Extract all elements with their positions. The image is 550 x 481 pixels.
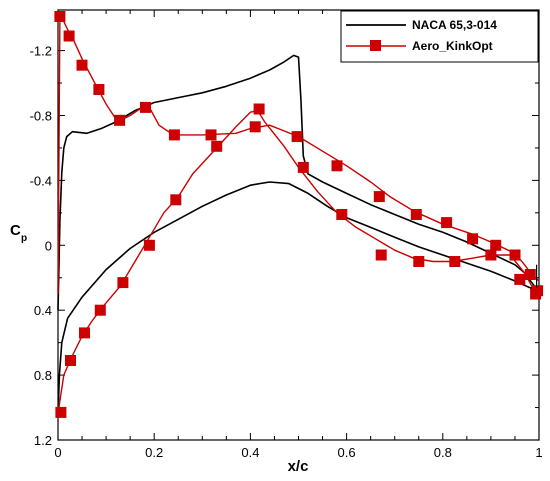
data-point-marker <box>331 160 343 172</box>
axis-ticks: 0 0.2 0.4 0.6 0.8 1 -1.2 -0.8 -0.4 0 0.4 0.8 1.2 <box>30 10 543 460</box>
series-aero-kinkopt <box>54 11 544 418</box>
data-point-marker <box>170 194 182 206</box>
series-naca <box>57 54 538 416</box>
data-point-marker <box>441 217 453 229</box>
data-point-marker <box>168 129 180 141</box>
data-point-marker <box>373 191 385 203</box>
data-point-marker <box>514 273 526 285</box>
data-point-marker <box>94 304 106 316</box>
legend-label-naca: NACA 65,3-014 <box>412 18 497 32</box>
data-point-marker <box>55 406 67 418</box>
y-tick-label: 1.2 <box>34 433 52 448</box>
y-tick-label: 0.4 <box>34 303 52 318</box>
data-point-marker <box>413 256 425 267</box>
data-point-marker <box>117 277 129 289</box>
x-tick-label: 0.6 <box>338 445 356 460</box>
data-point-marker <box>297 161 309 173</box>
legend-label-aero: Aero_KinkOpt <box>412 39 493 53</box>
y-tick-label: -0.4 <box>30 173 52 188</box>
legend-box <box>340 10 539 63</box>
series-layer <box>54 11 544 418</box>
series-line-upper <box>57 54 538 311</box>
y-tick-label: -0.8 <box>30 108 52 123</box>
y-axis-title: C p <box>10 222 27 244</box>
data-point-marker <box>509 249 521 261</box>
x-tick-label: 0.4 <box>241 445 259 460</box>
data-point-marker <box>76 59 88 71</box>
legend: NACA 65,3-014 Aero_KinkOpt <box>340 10 539 63</box>
data-point-marker <box>449 256 461 267</box>
x-tick-label: 0.8 <box>434 445 452 460</box>
legend-marker-aero <box>370 40 381 51</box>
y-tick-label: 0 <box>45 238 52 253</box>
data-point-marker <box>524 269 536 280</box>
data-point-marker <box>249 121 261 133</box>
data-point-marker <box>65 355 76 366</box>
y-axis-title-main: C <box>10 222 21 239</box>
data-point-marker <box>54 11 66 22</box>
data-point-marker <box>410 209 422 220</box>
data-point-marker <box>143 239 155 251</box>
data-point-marker <box>140 101 151 113</box>
data-point-marker <box>490 239 502 251</box>
data-point-marker <box>205 129 217 141</box>
data-point-marker <box>485 249 497 261</box>
x-tick-label: 0.2 <box>145 445 163 460</box>
data-point-marker <box>375 249 387 261</box>
x-tick-label: 1 <box>535 445 542 460</box>
data-point-marker <box>211 140 223 152</box>
data-point-marker <box>79 327 90 339</box>
data-point-marker <box>253 103 265 115</box>
data-point-marker <box>63 30 75 42</box>
x-tick-label: 0 <box>54 445 61 460</box>
y-axis-title-subscript: p <box>21 233 27 244</box>
data-point-marker <box>93 84 105 95</box>
plot-frame <box>57 9 540 441</box>
x-axis-title: x/c <box>288 458 309 475</box>
data-point-marker <box>336 209 348 220</box>
data-point-marker <box>467 233 479 245</box>
data-point-marker <box>530 288 542 300</box>
data-point-marker <box>114 114 126 126</box>
series-line-lower <box>57 181 537 416</box>
data-point-marker <box>291 131 303 143</box>
y-tick-label: -1.2 <box>30 44 52 59</box>
y-tick-label: 0.8 <box>34 368 52 383</box>
